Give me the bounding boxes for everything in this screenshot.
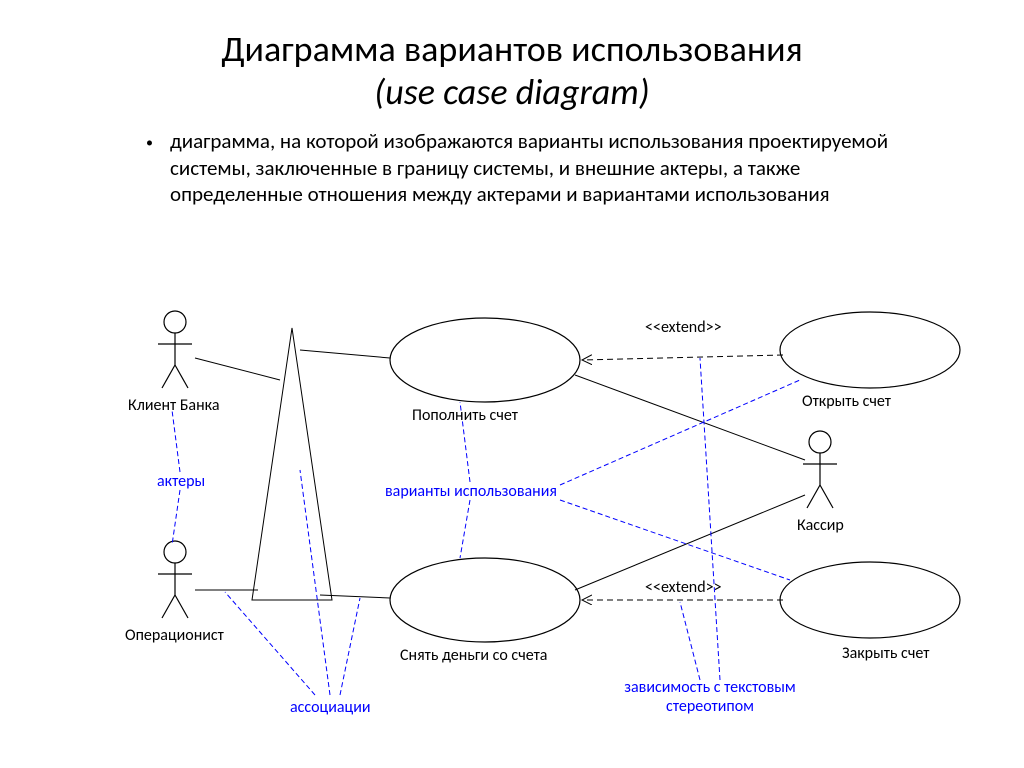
- title-line-1: Диаграмма вариантов использования: [0, 28, 1024, 71]
- anno-dep-l1: [680, 602, 700, 680]
- dep-open-deposit: [582, 355, 783, 360]
- anno-usecases-l3: [560, 380, 800, 485]
- annotation-usecases: варианты использования: [385, 482, 557, 501]
- anno-usecases-l2: [460, 500, 470, 558]
- annotation-dependency: зависимость с текстовым стереотипом: [595, 678, 825, 716]
- page-title: Диаграмма вариантов использования (use c…: [0, 0, 1024, 114]
- usecase-withdraw-label: Снять деньги со счета: [400, 646, 547, 665]
- usecase-deposit-ellipse: [390, 318, 580, 402]
- usecase-withdraw-ellipse: [390, 558, 580, 642]
- usecase-deposit-label: Пополнить счет: [412, 406, 518, 425]
- anno-usecases-l4: [560, 500, 790, 580]
- actor-operator-figure: [158, 541, 192, 618]
- anno-actors-line2: [172, 490, 180, 545]
- usecase-close-label: Закрыть счет: [842, 644, 929, 663]
- anno-assoc-l1: [300, 470, 330, 695]
- actor-cashier-figure: [803, 431, 837, 508]
- actor-client-label: Клиент Банка: [128, 396, 220, 415]
- anno-dep-l2: [700, 358, 720, 680]
- annotation-actors: актеры: [157, 472, 205, 491]
- usecase-open-ellipse: [780, 312, 960, 388]
- assoc-cashier-deposit: [575, 375, 805, 460]
- bullet-icon: •: [146, 134, 153, 152]
- generalization-triangle: [252, 328, 332, 600]
- assoc-triangle-deposit: [300, 350, 390, 358]
- assoc-triangle-withdraw: [320, 595, 390, 598]
- description-block: • диаграмма, на которой изображаются вар…: [170, 128, 914, 207]
- diagram-svg: [0, 300, 1024, 760]
- actor-cashier-label: Кассир: [797, 516, 844, 535]
- usecase-close-ellipse: [780, 562, 960, 638]
- assoc-client-triangle: [195, 358, 280, 380]
- description-text: диаграмма, на которой изображаются вариа…: [170, 128, 888, 207]
- assoc-cashier-withdraw: [575, 495, 805, 590]
- stereotype-extend-1: <<extend>>: [645, 318, 722, 337]
- annotation-associations: ассоциации: [290, 698, 370, 717]
- anno-actors-line1: [172, 410, 180, 472]
- use-case-diagram: Клиент Банка Операционист Кассир Пополни…: [0, 300, 1024, 760]
- actor-client-figure: [158, 311, 192, 388]
- actor-operator-label: Операционист: [125, 626, 224, 645]
- usecase-open-label: Открыть счет: [802, 392, 891, 411]
- stereotype-extend-2: <<extend>>: [645, 578, 722, 597]
- title-line-2: (use case diagram): [0, 71, 1024, 114]
- anno-assoc-l3: [225, 592, 315, 695]
- anno-assoc-l2: [340, 598, 360, 695]
